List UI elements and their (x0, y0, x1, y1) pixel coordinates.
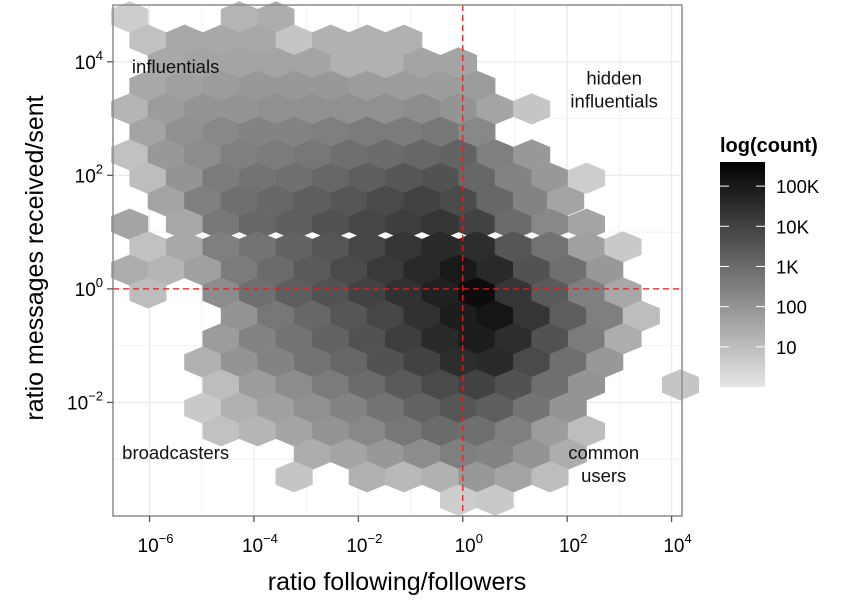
tick-exponent: 2 (96, 161, 103, 176)
legend-label: 10K (776, 216, 810, 237)
hex-cell (567, 162, 606, 194)
x-tick-label: 10−4 (242, 531, 278, 557)
annotation-common-users: common users (568, 442, 639, 486)
annotation-line: influentials (570, 90, 657, 111)
tick-base: 10 (455, 536, 476, 557)
hex-cell (257, 1, 295, 33)
tick-base: 10 (75, 53, 96, 74)
annotation-influentials: influentials (132, 56, 219, 77)
y-tick-label: 100 (75, 275, 103, 301)
tick-exponent: 0 (476, 531, 483, 546)
tick-exponent: −6 (159, 531, 174, 546)
reference-lines (113, 5, 682, 516)
tick-base: 10 (242, 536, 263, 557)
annotation-line: broadcasters (122, 442, 229, 463)
tick-exponent: −4 (263, 531, 278, 546)
legend-label: 100K (776, 176, 820, 197)
legend-label: 1K (776, 256, 799, 277)
tick-exponent: −2 (368, 531, 383, 546)
legend-colorbar (720, 162, 765, 387)
tick-base: 10 (75, 280, 96, 301)
tick-base: 10 (663, 536, 684, 557)
annotation-line: users (581, 465, 626, 486)
y-axis-title: ratio messages received/sent (21, 95, 49, 420)
x-tick-label: 100 (455, 531, 483, 557)
tick-base: 10 (75, 166, 96, 187)
x-axis: 10−6 10−4 10−2 100 102 104 (138, 516, 692, 557)
tick-base: 10 (559, 536, 580, 557)
tick-exponent: 4 (96, 48, 103, 63)
hex-cell (111, 1, 149, 33)
x-axis-title: ratio following/followers (268, 568, 526, 596)
hex-cell (604, 323, 642, 355)
x-tick-label: 104 (663, 531, 691, 557)
legend-title: log(count) (720, 135, 818, 157)
hex-cell (513, 93, 551, 125)
y-tick-label: 104 (75, 48, 103, 74)
x-tick-label: 102 (559, 531, 587, 557)
tick-exponent: 0 (96, 275, 103, 290)
annotation-broadcasters: broadcasters (122, 442, 229, 463)
y-tick-label: 102 (75, 161, 103, 187)
tick-exponent: −2 (88, 388, 103, 403)
plot-border (112, 4, 683, 517)
annotation-line: influentials (132, 56, 219, 77)
annotation-line: common (568, 442, 639, 463)
hex-cell (567, 369, 606, 401)
legend-label: 10 (776, 337, 797, 358)
annotation-line: hidden (586, 67, 642, 88)
legend-label: 100 (776, 297, 807, 318)
tick-exponent: 2 (580, 531, 587, 546)
hex-cell (129, 277, 167, 309)
tick-base: 10 (67, 393, 88, 414)
hex-cell (567, 415, 606, 447)
y-tick-label: 10−2 (67, 388, 103, 414)
color-legend: log(count) 100K 10K 1K 100 10 (720, 135, 820, 387)
hex-cell (661, 369, 700, 401)
hex-cell (275, 461, 313, 493)
annotation-hidden-influentials: hidden influentials (570, 67, 657, 111)
tick-exponent: 4 (685, 531, 692, 546)
tick-base: 10 (138, 536, 159, 557)
hex-cell (531, 461, 569, 493)
x-tick-label: 10−6 (138, 531, 174, 557)
hex-cells (111, 1, 700, 516)
tick-base: 10 (346, 536, 367, 557)
x-tick-label: 10−2 (346, 531, 382, 557)
